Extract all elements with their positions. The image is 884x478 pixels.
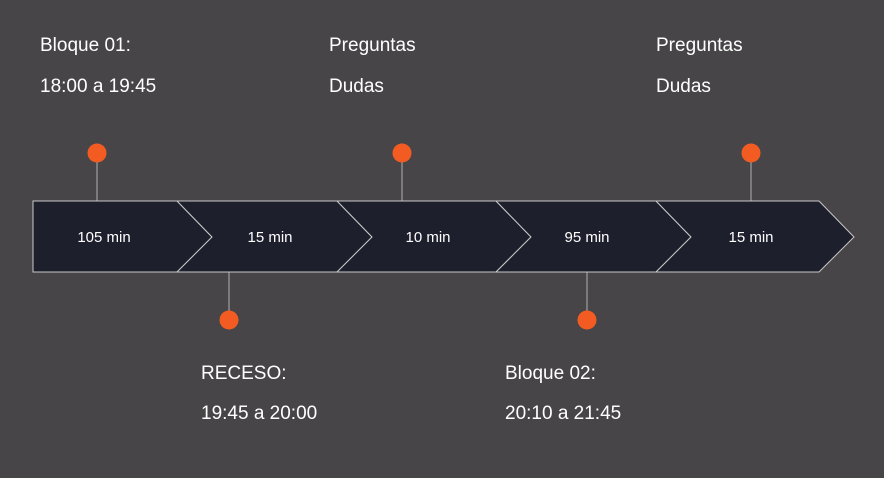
annotation-top-1-title: Bloque 01: bbox=[40, 35, 131, 56]
dot-top-2 bbox=[392, 143, 412, 163]
annotation-bottom-2-time: 20:10 a 21:45 bbox=[505, 403, 622, 424]
segment-4-label: 95 min bbox=[564, 229, 609, 246]
annotation-top-3-subtitle: Dudas bbox=[656, 76, 711, 97]
annotation-bottom-1-time: 19:45 a 20:00 bbox=[201, 403, 318, 424]
segment-5-label: 15 min bbox=[728, 229, 773, 246]
dot-top-1 bbox=[87, 143, 107, 163]
annotation-top-3-title: Preguntas bbox=[656, 35, 743, 56]
dot-top-3 bbox=[741, 143, 761, 163]
segment-1-label: 105 min bbox=[77, 229, 130, 246]
annotation-top-1-time: 18:00 a 19:45 bbox=[40, 76, 157, 97]
annotation-top-2-title: Preguntas bbox=[329, 35, 416, 56]
annotation-bottom-1-title: RECESO: bbox=[201, 363, 287, 384]
segment-3-label: 10 min bbox=[405, 229, 450, 246]
dot-bottom-2 bbox=[577, 310, 597, 330]
segment-5 bbox=[654, 200, 855, 273]
annotation-bottom-2-title: Bloque 02: bbox=[505, 363, 596, 384]
annotation-top-2-subtitle: Dudas bbox=[329, 76, 384, 97]
dot-bottom-1 bbox=[219, 310, 239, 330]
segment-2-label: 15 min bbox=[247, 229, 292, 246]
